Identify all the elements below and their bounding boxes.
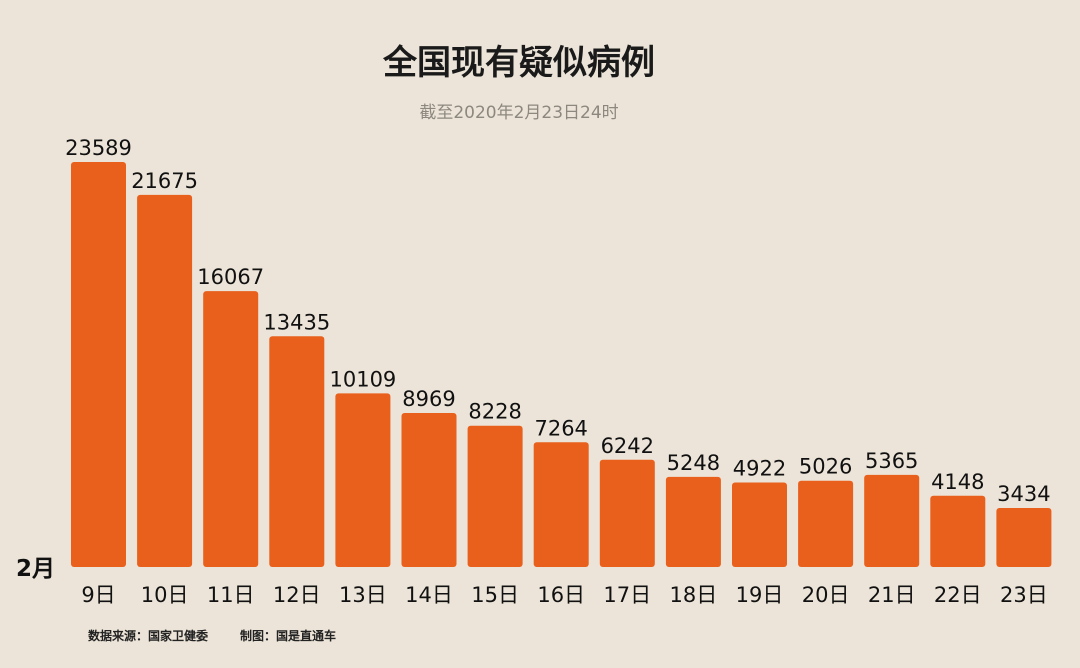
month-label: 2月 <box>16 556 55 582</box>
value-label: 5026 <box>799 455 852 479</box>
footer-credit: 制图：国是直通车 <box>240 628 336 643</box>
value-label: 13435 <box>263 310 330 334</box>
value-label: 6242 <box>601 434 654 458</box>
x-tick-label: 21日 <box>868 583 916 607</box>
bar-17日 <box>599 459 655 567</box>
x-tick-label: 17日 <box>603 583 651 607</box>
x-tick-label: 10日 <box>141 583 189 607</box>
x-tick-label: 19日 <box>736 583 784 607</box>
x-tick-labels-group: 9日 10日 11日 12日 13日 14日 15日 16日 17日 18日 19日 20日 21日 22… <box>81 583 1047 607</box>
bar-14日 <box>401 413 457 567</box>
x-tick-label: 16日 <box>537 583 585 607</box>
x-tick-label: 20日 <box>802 583 850 607</box>
value-label: 8969 <box>402 387 455 411</box>
value-label: 23589 <box>65 136 132 160</box>
value-label: 5248 <box>667 451 720 475</box>
x-tick-label: 13日 <box>339 583 387 607</box>
bar-11日 <box>203 291 259 567</box>
bar-21日 <box>864 474 920 567</box>
value-label: 7264 <box>534 416 587 440</box>
x-tick-label: 18日 <box>670 583 718 607</box>
value-label: 8228 <box>468 400 521 424</box>
chart-subtitle: 截至2020年2月23日24时 <box>419 103 618 123</box>
bar-13日 <box>335 393 391 567</box>
bar-9日 <box>71 162 126 567</box>
bar-12日 <box>269 336 325 567</box>
x-tick-label: 23日 <box>1000 583 1048 607</box>
value-label: 10109 <box>329 367 396 391</box>
footer-source: 数据来源：国家卫健委 <box>88 628 209 643</box>
x-tick-label: 15日 <box>471 583 519 607</box>
x-tick-label: 11日 <box>207 583 255 607</box>
value-label: 21675 <box>131 169 198 193</box>
bar-10日 <box>137 194 193 567</box>
bar-19日 <box>732 482 787 567</box>
bar-18日 <box>665 476 721 567</box>
value-label: 4148 <box>931 470 984 494</box>
bar-23日 <box>996 508 1052 567</box>
chart-title: 全国现有疑似病例 <box>382 43 655 83</box>
value-label: 16067 <box>197 265 264 289</box>
x-tick-label: 22日 <box>934 583 982 607</box>
value-label: 4922 <box>733 457 786 481</box>
bar-20日 <box>798 480 854 567</box>
bar-22日 <box>930 495 986 567</box>
bars-group <box>71 162 1052 567</box>
bar-15日 <box>467 425 523 567</box>
x-tick-label: 12日 <box>273 583 321 607</box>
x-tick-label: 9日 <box>81 583 115 607</box>
value-label: 5365 <box>865 449 918 473</box>
value-label: 3434 <box>997 482 1050 506</box>
bar-16日 <box>533 442 589 567</box>
x-tick-label: 14日 <box>405 583 453 607</box>
